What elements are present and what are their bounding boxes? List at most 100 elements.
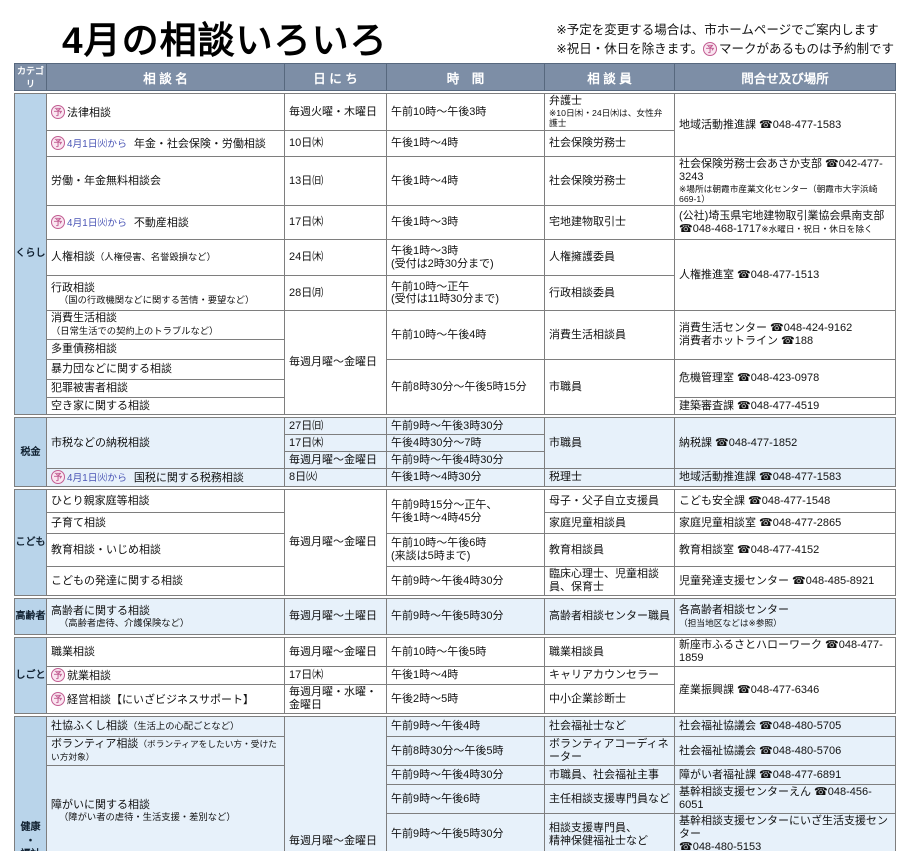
consultation-name-cell: 障がいに関する相談 （障がい者の虐待・生活支援・差別など）: [46, 765, 285, 851]
consultation-name-cell: 暴力団などに関する相談: [46, 359, 285, 381]
table-row: 午前9時～午後6時 主任相談支援専門員など 基幹相談支援センターえん ☎048-…: [15, 784, 896, 815]
table-row: 行政相談 （国の行政機関などに関する苦情・要望など） 28日㈪ 午前10時～正午(…: [15, 275, 896, 312]
note-schedule-change: ※予定を変更する場合は、市ホームページでご案内します: [556, 23, 879, 37]
date-cell: 13日㈰: [284, 155, 387, 207]
category-cell: 税金: [14, 417, 47, 488]
reservation-mark-icon: 予: [51, 668, 65, 683]
staff-cell: 高齢者相談センター職員: [544, 598, 675, 636]
date-cell: 毎週月曜～金曜日: [284, 716, 387, 851]
header-category: カテゴリ: [14, 63, 47, 91]
section-zeikin: 税金 市税などの納税相談 27日㈰ 午前9時～午後3時30分 市職員 納税課 ☎…: [14, 417, 896, 488]
consultation-name-cell: 空き家に関する相談: [46, 397, 285, 416]
time-cell: 午前8時30分～午後5時: [386, 736, 545, 767]
header-staff: 相 談 員: [544, 63, 675, 91]
consultation-name-cell: 教育相談・いじめ相談: [46, 533, 285, 568]
table-row: 予就業相談 17日㈭ 午後1時～4時 キャリアカウンセラー 産業振興課 ☎048…: [15, 666, 896, 715]
date-cell: 8日㈫: [284, 468, 387, 488]
table-row: 予 4月1日㈫から 年金・社会保険・労働相談 10日㈭ 午後1時～4時 社会保険労務…: [15, 130, 896, 157]
consultation-name-cell: ボランティア相談（ボランティアをしたい方・受けたい方対象）: [46, 736, 285, 767]
date-cell: 毎週月曜～土曜日: [284, 598, 387, 636]
time-cell: 午前9時～午後5時30分: [386, 598, 545, 636]
time-cell: 午後1時～4時30分: [386, 468, 545, 488]
category-cell: こども: [14, 489, 47, 597]
table-row: 税金 市税などの納税相談 27日㈰ 午前9時～午後3時30分 市職員 納税課 ☎…: [14, 417, 896, 488]
table-row: 予 4月1日㈫から 不動産相談 17日㈭ 午後1時～3時 宅地建物取引士 (公社)埼…: [15, 205, 896, 241]
consultation-name-cell: 予法律相談: [46, 93, 285, 131]
note-holidays: ※祝日・休日を除きます。予マークがあるものは予約制です: [556, 41, 894, 56]
date-cell: 28日㈪: [284, 275, 387, 312]
consultation-name-cell: 職業相談: [46, 637, 285, 668]
contact-cell: こども安全課 ☎048-477-1548: [674, 489, 896, 514]
contact-cell: 各高齢者相談センター（担当地区などは※参照）: [674, 598, 896, 636]
date-cell: 毎週月曜～金曜日: [284, 310, 387, 416]
staff-cell: キャリアカウンセラー: [544, 666, 675, 686]
time-cell: 午前9時～午後3時30分: [386, 417, 545, 436]
time-cell: 午前10時～午後5時: [386, 637, 545, 668]
date-cell: 17日㈭: [284, 666, 387, 686]
staff-cell: 臨床心理士、児童相談員、保育士: [544, 566, 675, 597]
table-row: しごと 職業相談 毎週月曜～金曜日 午前10時～午後5時 職業相談員 新座市ふる…: [14, 637, 896, 715]
contact-cell: 産業振興課 ☎048-477-6346: [674, 666, 896, 715]
date-cell: 27日㈰: [284, 417, 387, 436]
contact-cell: 危機管理室 ☎048-423-0978: [674, 359, 896, 399]
header-time: 時 間: [386, 63, 545, 91]
category-cell: しごと: [14, 637, 47, 715]
table-row: 教育相談・いじめ相談 午前10時～午後6時 (来談は5時まで) 教育相談員 教育相…: [15, 533, 896, 568]
table-row: ボランティア相談（ボランティアをしたい方・受けたい方対象） 午前8時30分～午後…: [15, 736, 896, 767]
date-cell: 毎週火曜・木曜日: [284, 93, 387, 131]
staff-cell: 消費生活相談員: [544, 310, 675, 361]
contact-cell: 基幹相談支援センターにいざ生活支援センター ☎048-480-5153: [674, 813, 896, 851]
category-cell: くらし: [14, 92, 47, 416]
staff-cell: 市職員: [544, 417, 675, 470]
consultation-name-cell: 犯罪被害者相談: [46, 379, 285, 399]
header-date: 日 に ち: [284, 63, 387, 91]
contact-cell: 消費生活センター ☎048-424-9162 消費者ホットライン ☎188: [674, 310, 896, 361]
reservation-mark-icon: 予: [51, 470, 65, 485]
contact-cell: 社会福祉協議会 ☎048-480-5706: [674, 736, 896, 767]
time-cell: 午前9時～午後4時30分: [386, 451, 545, 470]
contact-cell: 地域活動推進課 ☎048-477-1583: [674, 468, 896, 488]
contact-cell: 基幹相談支援センターえん ☎048-456-6051: [674, 784, 896, 815]
time-cell: 午前10時～午後4時: [386, 310, 545, 361]
table-row: こども ひとり親家庭等相談 毎週月曜～金曜日 午前9時15分～正午、 午後1時～4…: [14, 489, 896, 597]
section-koureisha: 高齢者 高齢者に関する相談 （高齢者虐待、介護保険など） 毎週月曜～土曜日 午前9…: [14, 598, 896, 636]
contact-cell: (公社)埼玉県宅地建物取引業協会県南支部 ☎048-468-1717※水曜日・祝日…: [674, 205, 896, 241]
consultation-name-cell: 予経営相談【にいざビジネスサポート】: [46, 684, 285, 715]
contact-cell: 建築審査課 ☎048-477-4519: [674, 397, 896, 416]
time-cell: 午後1時～4時: [386, 666, 545, 686]
table-header: カテゴリ 相 談 名 日 に ち 時 間 相 談 員 問合せ及び場所: [14, 63, 896, 91]
consultation-name-cell: 高齢者に関する相談 （高齢者虐待、介護保険など）: [46, 598, 285, 636]
consultation-name-cell: 予 4月1日㈫から 不動産相談: [46, 205, 285, 241]
header-name: 相 談 名: [46, 63, 285, 91]
time-cell: 午前9時～午後4時: [386, 716, 545, 738]
consultation-name-cell: 予就業相談: [46, 666, 285, 686]
time-cell: 午後1時～4時: [386, 130, 545, 157]
time-cell: 午前9時～午後4時30分: [386, 566, 545, 597]
staff-cell: 母子・父子自立支援員: [544, 489, 675, 514]
table-row: 障がいに関する相談 （障がい者の虐待・生活支援・差別など） 午前9時～午後4時30…: [15, 765, 896, 851]
table-row: 午前9時～午後5時30分 相談支援専門員、 精神保健福祉士など 基幹相談支援センタ…: [15, 813, 896, 851]
consultation-name-cell: 予 4月1日㈫から 年金・社会保険・労働相談: [46, 130, 285, 157]
section-kurashi: くらし 予法律相談 毎週火曜・木曜日 午前10時～午後3時 弁護士 ※10日㈭・2…: [14, 92, 896, 416]
reservation-mark-icon: 予: [51, 215, 65, 230]
table-row: 予 4月1日㈫から 国税に関する税務相談 8日㈫ 午後1時～4時30分 税理士 地域…: [15, 468, 896, 488]
contact-cell: 家庭児童相談室 ☎048-477-2865: [674, 512, 896, 535]
consultation-name-cell: 労働・年金無料相談会: [46, 155, 285, 207]
date-cell: 24日㈭: [284, 239, 387, 277]
table-row: くらし 予法律相談 毎週火曜・木曜日 午前10時～午後3時 弁護士 ※10日㈭・2…: [14, 92, 896, 416]
table-row: 消費生活相談（日常生活での契約上のトラブルなど） 毎週月曜～金曜日 午前10時～…: [15, 310, 896, 416]
contact-cell: 社会福祉協議会 ☎048-480-5705: [674, 716, 896, 738]
consultation-table: カテゴリ 相 談 名 日 に ち 時 間 相 談 員 問合せ及び場所 くらし 予…: [14, 63, 896, 851]
consultation-name-cell: 行政相談 （国の行政機関などに関する苦情・要望など）: [46, 275, 285, 312]
section-kenko-fukushi: 健康 ・ 福祉 社協ふくし相談（生活上の心配ごとなど） 毎週月曜～金曜日 午前9…: [14, 716, 896, 851]
table-row: 健康 ・ 福祉 社協ふくし相談（生活上の心配ごとなど） 毎週月曜～金曜日 午前9…: [14, 716, 896, 851]
reservation-mark-icon: 予: [51, 691, 65, 706]
contact-cell: 人権推進室 ☎048-477-1513: [674, 239, 896, 312]
time-cell: 午前9時～午後6時: [386, 784, 545, 815]
staff-cell: 弁護士 ※10日㈭・24日㈭は、女性弁護士: [544, 93, 675, 131]
date-cell: 17日㈭: [284, 205, 387, 241]
contact-cell: 児童発達支援センター ☎048-485-8921: [674, 566, 896, 597]
consultation-name-cell: ひとり親家庭等相談: [46, 489, 285, 514]
staff-cell: 社会保険労務士: [544, 130, 675, 157]
